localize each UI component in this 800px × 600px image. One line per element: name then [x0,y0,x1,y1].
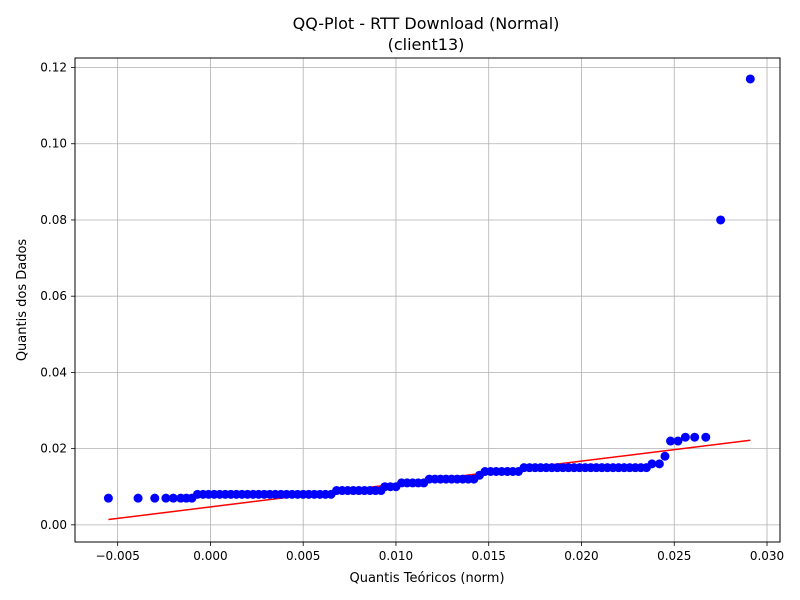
x-tick-label: 0.030 [750,549,784,563]
y-tick-label: 0.08 [40,213,67,227]
data-points [103,74,755,503]
y-tick-label: 0.10 [40,137,67,151]
data-point [647,459,657,469]
data-point [660,451,670,461]
data-point [666,436,676,446]
plot-frame [74,57,781,543]
data-point [701,432,711,442]
data-point [150,493,160,503]
data-point [680,432,690,442]
x-axis-ticks: −0.005 0.000 0.005 0.010 0.015 0.020 0.025 0.03… [95,542,784,563]
x-tick-label: −0.005 [95,549,139,563]
x-tick-label: 0.020 [564,549,598,563]
chart-title: QQ-Plot - RTT Download (Normal) [293,14,560,33]
data-point [690,432,700,442]
x-tick-label: 0.005 [286,549,320,563]
y-tick-label: 0.12 [40,61,67,75]
data-point [745,74,755,84]
data-point [168,493,178,503]
y-tick-label: 0.04 [40,365,67,379]
y-tick-label: 0.06 [40,289,67,303]
x-axis-label: Quantis Teóricos (norm) [349,571,504,586]
data-point [654,459,664,469]
data-point [103,493,113,503]
y-axis-ticks: 0.00 0.02 0.04 0.06 0.08 0.10 0.12 [40,61,75,532]
y-tick-label: 0.02 [40,442,67,456]
x-tick-label: 0.015 [472,549,506,563]
y-axis-label: Quantis dos Dados [15,239,30,362]
x-tick-label: 0.000 [193,549,227,563]
chart-subtitle: (client13) [388,35,465,54]
x-tick-label: 0.010 [379,549,413,563]
x-tick-label: 0.025 [657,549,691,563]
data-point [133,493,143,503]
data-point [161,493,171,503]
y-tick-label: 0.00 [40,518,67,532]
data-point [716,215,726,225]
grid [75,58,780,542]
data-point [673,436,683,446]
